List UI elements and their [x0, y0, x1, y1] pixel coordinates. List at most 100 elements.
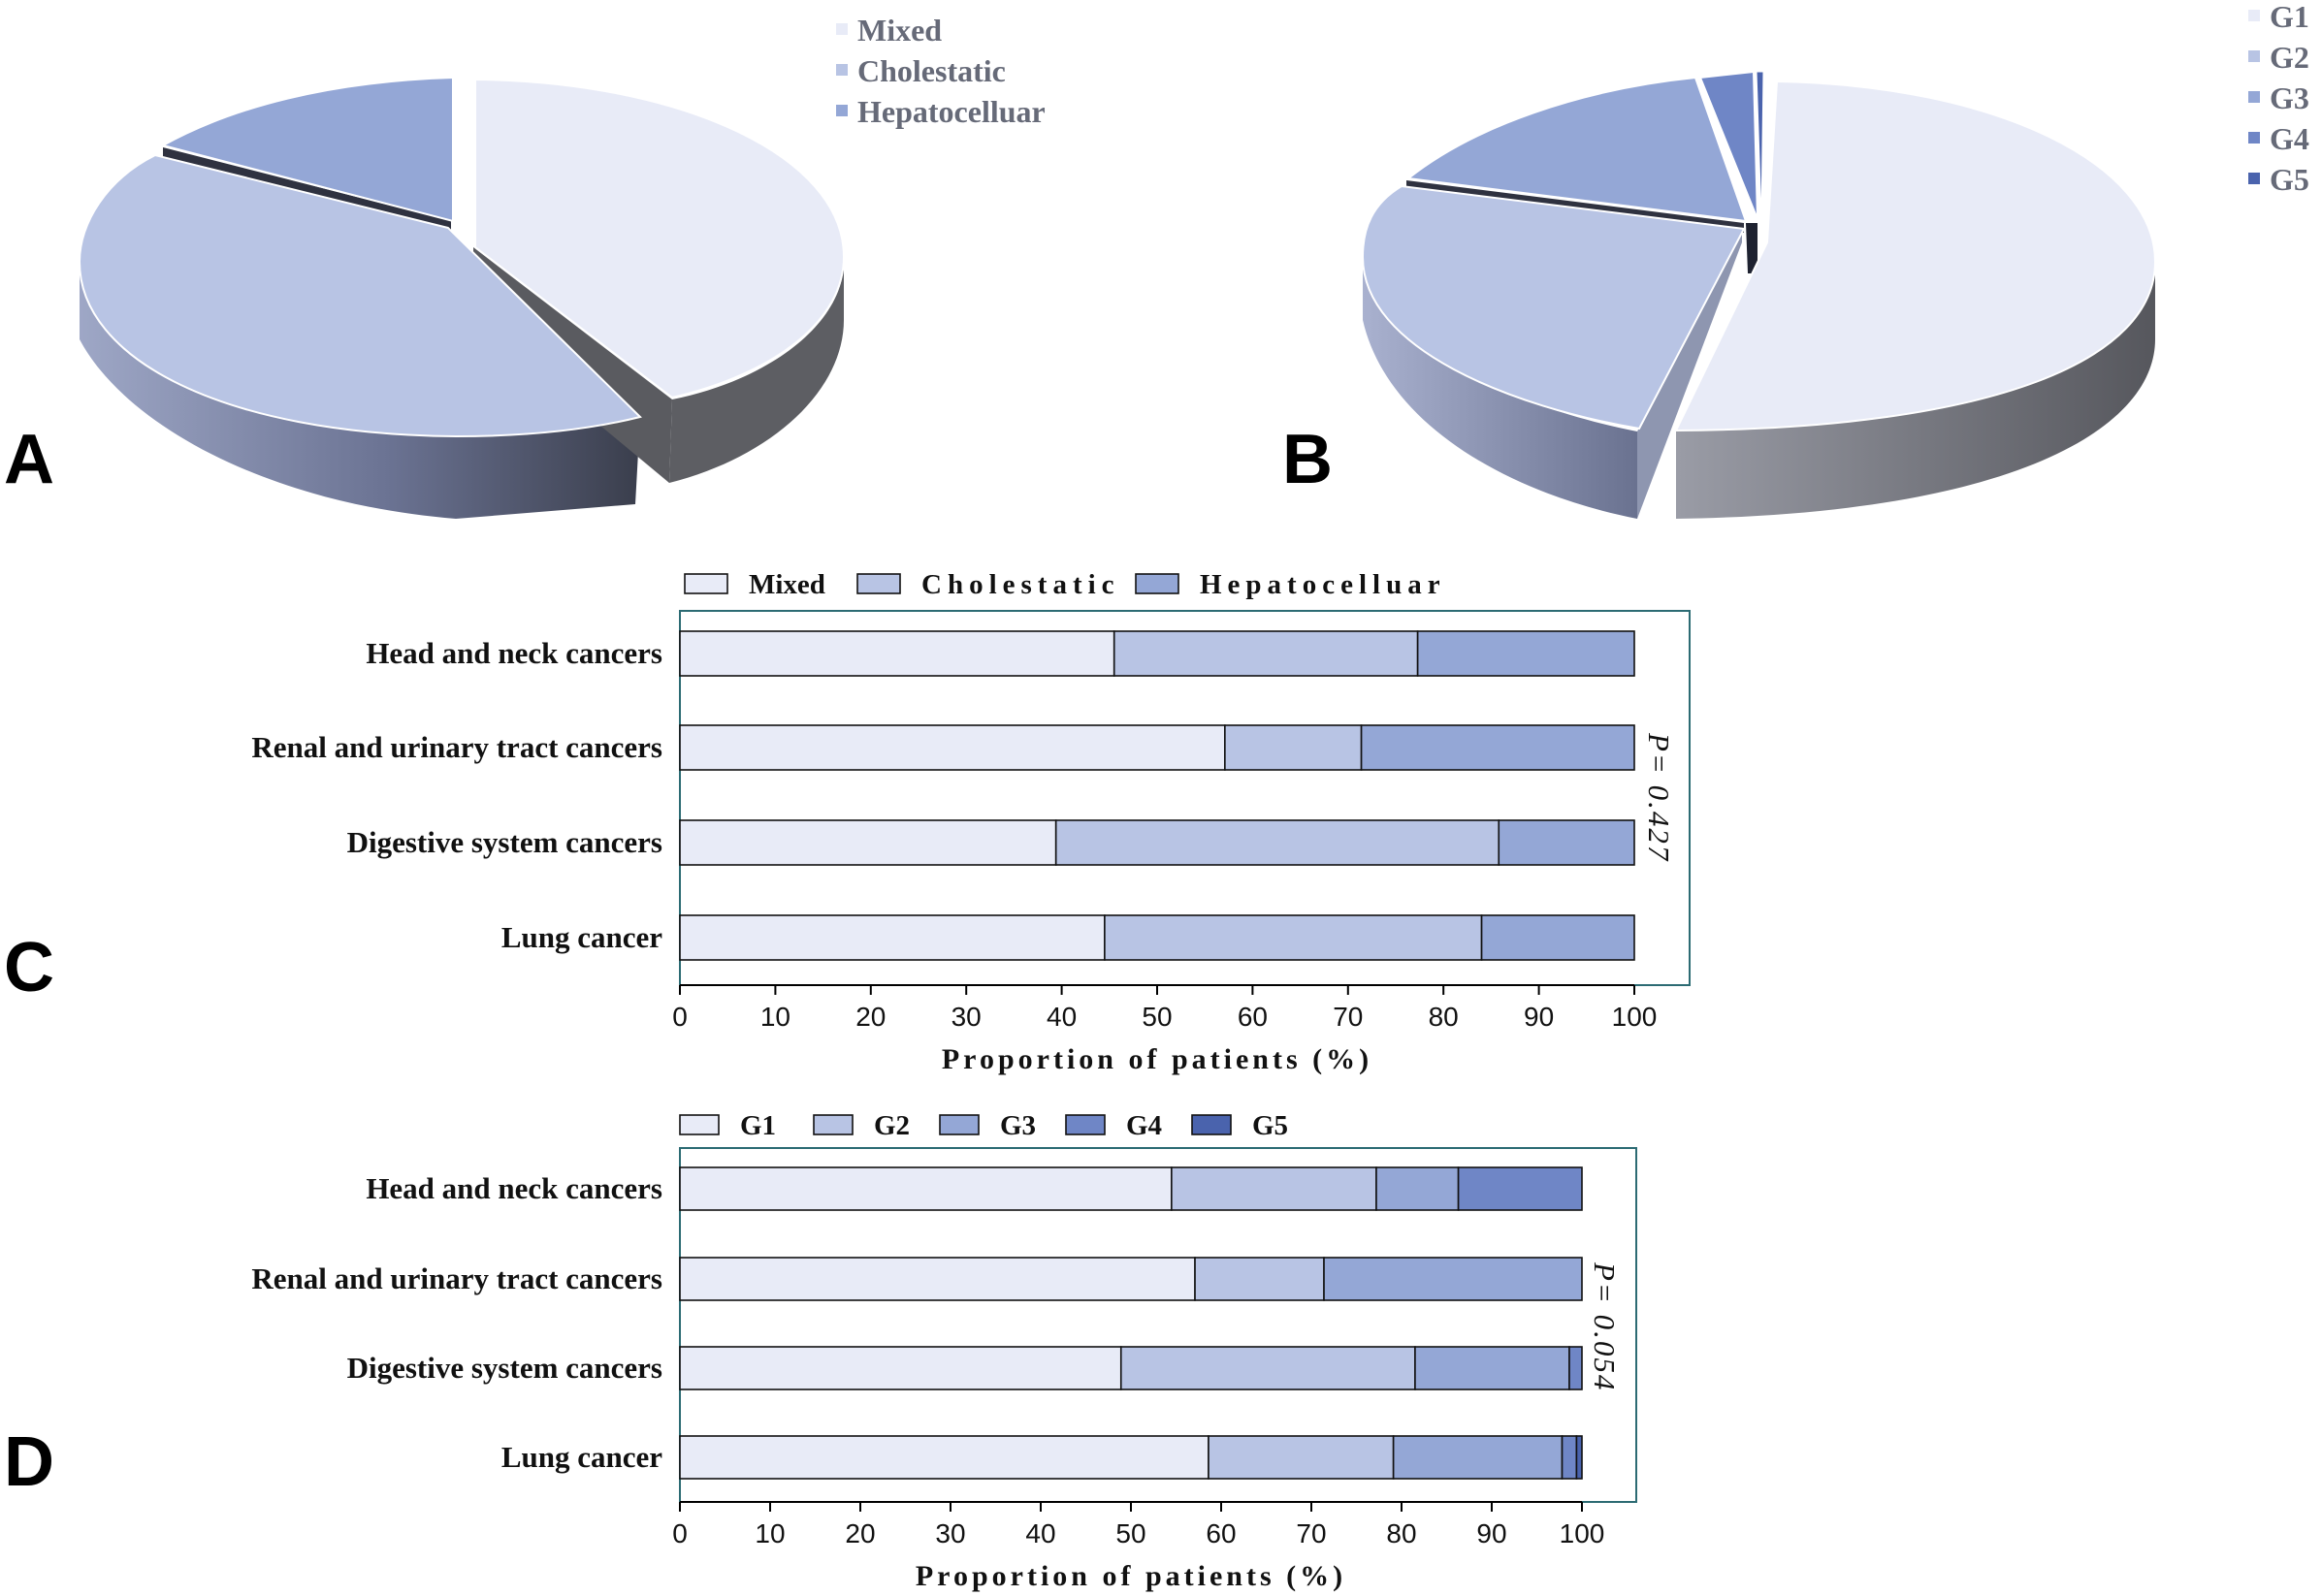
- bar-g1-2: [679, 1257, 1196, 1301]
- x-tick-label: 50: [1115, 1518, 1145, 1548]
- legend-label-g4: G4: [1126, 1110, 1162, 1141]
- p-value: P= 0.054: [1588, 1261, 1622, 1391]
- x-tick-label: 40: [1025, 1518, 1055, 1548]
- bar-mixed-4: [679, 914, 1106, 961]
- category-label: Lung cancer: [501, 920, 662, 954]
- x-tick-label: 0: [672, 1518, 688, 1548]
- legend-swatch-g5: [1191, 1114, 1232, 1135]
- panel-letter-b: B: [1282, 421, 1333, 498]
- p-value: P= 0.427: [1642, 732, 1676, 862]
- bar-hepatocelluar-4: [1480, 914, 1635, 961]
- bar-cholestatic-3: [1054, 819, 1500, 866]
- bar-cholestatic-2: [1224, 724, 1363, 771]
- legend-label-cholestatic: Cholestatic: [921, 569, 1120, 600]
- bar-g5-4: [1575, 1435, 1583, 1480]
- x-tick-label: 50: [1142, 1002, 1172, 1032]
- x-tick-label: 80: [1386, 1518, 1416, 1548]
- bar-g1-4: [679, 1435, 1209, 1480]
- legend-swatch-g1: [679, 1114, 720, 1135]
- legend-swatch-g2: [2248, 50, 2260, 62]
- legend-swatch-g1: [2248, 10, 2260, 21]
- x-tick-label: 20: [855, 1002, 886, 1032]
- x-tick-label: 100: [1560, 1518, 1605, 1548]
- pie-chart-a: [78, 76, 846, 519]
- category-label: Head and neck cancers: [366, 1171, 662, 1205]
- legend-swatch-g5: [2248, 173, 2260, 184]
- bar-hepatocelluar-1: [1416, 630, 1635, 677]
- legend-label-g1: G1: [740, 1110, 776, 1141]
- pie-b-slice-g2: [1361, 184, 1746, 431]
- category-label: Renal and urinary tract cancers: [251, 1261, 662, 1295]
- bar-chart-c: 0 10 20 30 40 50 60 70 80 90 100 Proportion of pati…: [251, 569, 1691, 1075]
- pie-b-g2-side: [1363, 252, 1637, 519]
- pie-b-g2-wall: [1637, 231, 1742, 519]
- x-tick-label: 40: [1047, 1002, 1077, 1032]
- legend-label-g3: G3: [1000, 1110, 1036, 1141]
- legend-label-g1: G1: [2270, 0, 2309, 34]
- pie-a-slice-hepatocelluar: [160, 76, 454, 223]
- bar-g4-4: [1561, 1435, 1578, 1480]
- legend-swatch-cholestatic: [836, 64, 848, 76]
- category-label: Head and neck cancers: [366, 636, 662, 670]
- x-tick-label: 70: [1333, 1002, 1363, 1032]
- pie-b-g4-edge: [1746, 223, 1758, 273]
- panel-letter-d: D: [4, 1423, 54, 1501]
- bar-g3-3: [1414, 1346, 1570, 1390]
- bar-hepatocelluar-2: [1360, 724, 1635, 771]
- x-tick-label: 10: [755, 1518, 785, 1548]
- pie-b-slice-g4: [1698, 70, 1758, 220]
- pie-a-slice-cholestatic: [78, 153, 642, 438]
- x-tick-label: 80: [1429, 1002, 1459, 1032]
- x-tick-label: 90: [1476, 1518, 1506, 1548]
- category-label: Lung cancer: [501, 1440, 662, 1474]
- bar-cholestatic-1: [1113, 630, 1419, 677]
- legend-label-g2: G2: [2270, 40, 2309, 75]
- legend-label-g5: G5: [1252, 1110, 1288, 1141]
- bar-g2-4: [1208, 1435, 1395, 1480]
- pie-a-cholestatic-side: [80, 262, 640, 519]
- pie-b-slice-g1: [1674, 80, 2157, 432]
- bar-chart-d: 0 10 20 30 40 50 60 70 80 90 100 Proportion of pati…: [251, 1110, 1637, 1592]
- category-label: Digestive system cancers: [347, 1351, 662, 1385]
- legend-swatch-g3: [2248, 91, 2260, 103]
- x-tick-label: 100: [1612, 1002, 1658, 1032]
- x-tick-label: 30: [951, 1002, 982, 1032]
- bar-mixed-3: [679, 819, 1057, 866]
- pie-b-slice-g3: [1405, 76, 1748, 223]
- x-tick-label: 70: [1296, 1518, 1326, 1548]
- category-label: Digestive system cancers: [347, 825, 662, 859]
- legend-swatch-g4: [1065, 1114, 1106, 1135]
- bar-g2-2: [1194, 1257, 1325, 1301]
- pie-a-mixed-side: [669, 262, 844, 483]
- x-tick-label: 30: [935, 1518, 965, 1548]
- panel-letter-a: A: [4, 421, 54, 498]
- pie-a-slice-mixed: [474, 78, 846, 399]
- legend-swatch-hepatocelluar: [836, 105, 848, 116]
- x-axis-title: Proportion of patients (%): [916, 1560, 1346, 1592]
- legend-label-g5: G5: [2270, 162, 2309, 197]
- legend-label-g3: G3: [2270, 80, 2309, 115]
- panel-letter-c: C: [4, 929, 54, 1006]
- legend-label-mixed: Mixed: [749, 569, 825, 600]
- x-tick-label: 20: [845, 1518, 875, 1548]
- category-label: Renal and urinary tract cancers: [251, 730, 662, 764]
- legend-label-hepatocelluar: Hepatocelluar: [857, 94, 1046, 129]
- bar-mixed-1: [679, 630, 1115, 677]
- bar-hepatocelluar-3: [1498, 819, 1635, 866]
- legend-label-hepatocelluar: Hepatocelluar: [1200, 569, 1446, 600]
- bar-g1-1: [679, 1166, 1173, 1211]
- pie-b-slice-g5: [1756, 71, 1764, 220]
- legend-swatch-g3: [939, 1114, 980, 1135]
- bar-mixed-2: [679, 724, 1226, 771]
- legend-swatch-cholestatic: [856, 573, 901, 594]
- x-tick-label: 90: [1524, 1002, 1554, 1032]
- x-tick-label: 0: [672, 1002, 688, 1032]
- bar-g2-1: [1171, 1166, 1377, 1211]
- legend-swatch-mixed: [684, 573, 728, 594]
- pie-chart-b: [1361, 70, 2157, 519]
- bar-g3-1: [1375, 1166, 1460, 1211]
- bar-g2-3: [1119, 1346, 1416, 1390]
- bar-g4-3: [1568, 1346, 1583, 1390]
- bar-g3-2: [1323, 1257, 1583, 1301]
